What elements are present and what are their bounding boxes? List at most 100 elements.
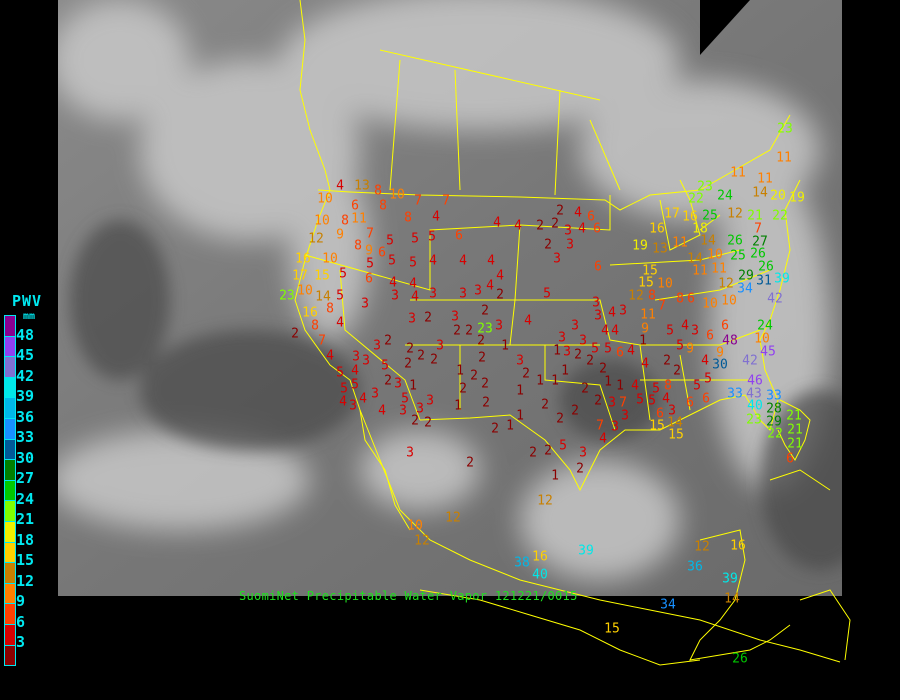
station-pwv-value: 4: [359, 392, 367, 407]
station-pwv-value: 9: [365, 244, 373, 259]
station-pwv-value: 3: [566, 238, 574, 253]
station-pwv-value: 5: [381, 359, 389, 374]
station-pwv-value: 14: [687, 252, 703, 267]
station-pwv-value: 27: [752, 235, 768, 250]
station-pwv-value: 8: [354, 239, 362, 254]
station-pwv-value: 22: [767, 427, 783, 442]
station-pwv-value: 2: [478, 351, 486, 366]
station-pwv-value: 48: [722, 334, 738, 349]
station-pwv-value: 19: [789, 191, 805, 206]
station-pwv-value: 4: [681, 319, 689, 334]
station-pwv-value: 4: [524, 314, 532, 329]
station-pwv-value: 7: [619, 396, 627, 411]
legend-unit: mm: [23, 311, 36, 322]
station-pwv-value: 4: [493, 216, 501, 231]
legend-tick-label: 12: [16, 571, 35, 590]
station-pwv-value: 2: [491, 422, 499, 437]
station-pwv-value: 1: [501, 339, 509, 354]
station-pwv-value: 4: [351, 364, 359, 379]
station-pwv-value: 2: [673, 364, 681, 379]
station-pwv-value: 1: [561, 364, 569, 379]
station-pwv-value: 4: [701, 354, 709, 369]
station-pwv-value: 33: [727, 387, 743, 402]
station-pwv-value: 2: [404, 357, 412, 372]
station-pwv-value: 5: [351, 378, 359, 393]
station-pwv-value: 15: [314, 269, 330, 284]
station-pwv-value: 2: [291, 327, 299, 342]
station-pwv-value: 15: [642, 264, 658, 279]
legend-swatch: [5, 521, 15, 543]
station-pwv-value: 6: [702, 392, 710, 407]
station-pwv-value: 2: [477, 334, 485, 349]
station-pwv-value: 1: [456, 364, 464, 379]
station-pwv-value: 5: [543, 287, 551, 302]
station-pwv-value: 13: [652, 242, 668, 257]
station-pwv-value: 2: [411, 414, 419, 429]
station-pwv-value: 2: [594, 394, 602, 409]
legend-swatch: [5, 357, 15, 378]
station-pwv-value: 15: [638, 276, 654, 291]
station-pwv-value: 14: [667, 416, 683, 431]
station-pwv-value: 20: [770, 189, 786, 204]
station-pwv-value: 2: [663, 354, 671, 369]
station-pwv-value: 2: [574, 348, 582, 363]
station-pwv-value: 8: [341, 214, 349, 229]
station-pwv-value: 34: [660, 598, 676, 613]
station-pwv-value: 4: [514, 219, 522, 234]
station-pwv-value: 3: [563, 345, 571, 360]
station-pwv-value: 5: [409, 256, 417, 271]
station-pwv-value: 3: [426, 394, 434, 409]
legend-swatch: [5, 624, 15, 646]
station-pwv-value: 2: [481, 304, 489, 319]
station-pwv-value: 1: [553, 344, 561, 359]
legend-swatch: [5, 439, 15, 461]
station-pwv-value: 3: [436, 339, 444, 354]
legend-tick-label: 39: [16, 387, 35, 406]
station-pwv-value: 11: [711, 262, 727, 277]
station-pwv-value: 5: [428, 230, 436, 245]
station-pwv-value: 39: [722, 572, 738, 587]
station-pwv-value: 2: [453, 324, 461, 339]
legend-swatch: [5, 480, 15, 502]
station-pwv-value: 3: [558, 331, 566, 346]
station-pwv-value: 14: [752, 186, 768, 201]
station-pwv-value: 4: [611, 324, 619, 339]
station-pwv-value: 9: [716, 346, 724, 361]
station-pwv-value: 1: [551, 469, 559, 484]
station-pwv-value: 3: [553, 252, 561, 267]
station-pwv-value: 2: [544, 444, 552, 459]
station-pwv-value: 26: [732, 652, 748, 667]
station-pwv-value: 12: [445, 511, 461, 526]
station-pwv-value: 34: [737, 282, 753, 297]
station-pwv-value: 6: [594, 260, 602, 275]
station-pwv-value: 10: [721, 294, 737, 309]
station-pwv-value: 8: [326, 302, 334, 317]
station-pwv-value: 10: [702, 297, 718, 312]
station-pwv-value: 3: [349, 399, 357, 414]
legend-swatch: [5, 563, 15, 584]
station-pwv-value: 23: [477, 322, 493, 337]
station-pwv-value: 11: [692, 264, 708, 279]
station-pwv-value: 5: [693, 379, 701, 394]
station-pwv-value: 12: [308, 232, 324, 247]
station-pwv-value: 4: [608, 306, 616, 321]
station-pwv-value: 5: [652, 382, 660, 397]
station-pwv-value: 3: [594, 309, 602, 324]
station-pwv-value: 6: [706, 329, 714, 344]
station-pwv-value: 1: [516, 384, 524, 399]
station-pwv-value: 15: [604, 622, 620, 637]
station-pwv-value: 38: [514, 556, 530, 571]
station-pwv-value: 11: [640, 308, 656, 323]
station-pwv-value: 5: [336, 366, 344, 381]
station-pwv-value: 3: [408, 312, 416, 327]
political-boundaries: [294, 0, 851, 666]
legend-tick-label: 24: [16, 489, 35, 508]
legend-tick-label: 48: [16, 325, 35, 344]
station-pwv-value: 3: [495, 319, 503, 334]
station-pwv-value: 3: [406, 446, 414, 461]
station-pwv-value: 2: [384, 334, 392, 349]
station-pwv-value: 11: [730, 166, 746, 181]
station-pwv-value: 3: [352, 350, 360, 365]
station-pwv-value: 3: [391, 289, 399, 304]
station-pwv-value: 3: [399, 404, 407, 419]
